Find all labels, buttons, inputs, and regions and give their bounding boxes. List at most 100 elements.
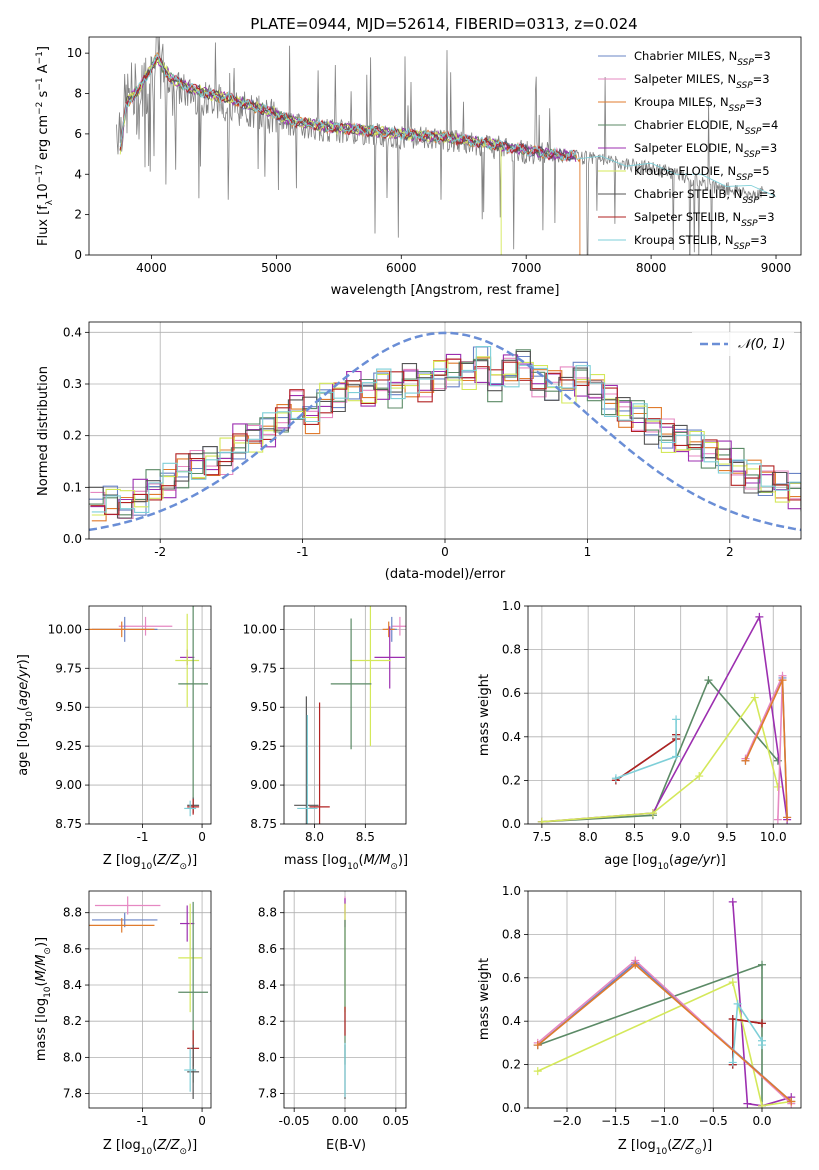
y-tick-label: 8 bbox=[74, 87, 82, 101]
y-tick-label: 8.75 bbox=[250, 817, 277, 831]
y-tick-label: 0.8 bbox=[502, 643, 521, 657]
y-tick-label: 0.8 bbox=[502, 927, 521, 941]
y-tick-label: 8.75 bbox=[55, 817, 82, 831]
y-tick-label: 1.0 bbox=[502, 599, 521, 613]
plot-area bbox=[89, 606, 209, 817]
x-tick-label: −2.0 bbox=[552, 1114, 581, 1128]
mass-weight-marker bbox=[533, 1041, 542, 1050]
y-axis-label: Flux [fλ10−17 erg cm−2 s−1 A−1] bbox=[35, 46, 55, 246]
model-spectrum-line bbox=[119, 56, 577, 163]
mass-weight-marker bbox=[631, 960, 640, 969]
y-tick-label: 6 bbox=[74, 127, 82, 141]
y-tick-label: 0.3 bbox=[63, 377, 82, 391]
x-axis-label: wavelength [Angstrom, rest frame] bbox=[331, 283, 560, 298]
mass-weight-marker bbox=[778, 676, 787, 685]
x-tick-label: 0 bbox=[441, 545, 449, 559]
mass-weight-line bbox=[732, 901, 792, 1107]
y-tick-label: 8.8 bbox=[63, 906, 82, 920]
mass-weight-marker bbox=[758, 960, 766, 969]
model-spectrum-line bbox=[119, 52, 581, 255]
mass-weight-marker bbox=[611, 774, 620, 783]
axes-frame bbox=[88, 890, 212, 1109]
model-spectrum-line bbox=[119, 53, 577, 161]
mass-weight-line bbox=[541, 678, 779, 823]
mass-weight-marker bbox=[787, 1097, 796, 1106]
y-tick-label: 4 bbox=[74, 167, 82, 181]
y-axis-label: age [log10(age/yr)] bbox=[16, 654, 35, 776]
residual-histogram-step bbox=[89, 350, 801, 519]
y-tick-label: 7.8 bbox=[258, 1087, 277, 1101]
y-tick-label: 7.8 bbox=[63, 1087, 82, 1101]
x-tick-label: −1.5 bbox=[601, 1114, 630, 1128]
x-tick-label: 7000 bbox=[511, 261, 542, 275]
mass-weight-marker bbox=[728, 978, 737, 987]
x-tick-label: 4000 bbox=[136, 261, 167, 275]
x-axis-label: Z [log10(Z/Z⊙)] bbox=[103, 853, 197, 872]
y-axis-label: mass [log10(M/M⊙)] bbox=[34, 937, 53, 1061]
axes-frame bbox=[283, 890, 407, 1109]
legend-entry: Salpeter STELIB, NSSP=3 bbox=[634, 210, 775, 229]
y-tick-label: 10 bbox=[67, 46, 82, 60]
legend-entry: Chabrier STELIB, NSSP=3 bbox=[634, 187, 776, 206]
y-tick-label: 1.0 bbox=[502, 884, 521, 898]
x-tick-label: -1 bbox=[297, 545, 309, 559]
residuals-panel: -2 -1 0 1 2 0.0 0.1 0.2 0.3 0.4 𝒩(0, 1) (data-model… bbox=[36, 321, 802, 582]
y-tick-label: 8.0 bbox=[63, 1050, 82, 1064]
residual-histogram-step bbox=[89, 349, 801, 516]
legend-entry: Chabrier MILES, NSSP=3 bbox=[634, 49, 771, 68]
mass-weight-line bbox=[541, 614, 788, 823]
x-tick-label: 9000 bbox=[761, 261, 792, 275]
model-spectrum-line bbox=[119, 56, 577, 162]
y-tick-label: 8.6 bbox=[258, 942, 277, 956]
x-tick-label: -1 bbox=[137, 1114, 149, 1128]
mass-weight-line bbox=[615, 719, 677, 779]
mass-weight-marker bbox=[728, 1058, 737, 1067]
plot-area bbox=[89, 331, 801, 532]
y-tick-label: 9.75 bbox=[55, 661, 82, 675]
mass-weight-marker bbox=[741, 756, 750, 765]
mass-weight-marker bbox=[672, 752, 681, 761]
x-axis-label: Z [log10(Z/Z⊙)] bbox=[103, 1138, 197, 1157]
x-tick-label: -0.05 bbox=[279, 1114, 310, 1128]
x-tick-label: 0.0 bbox=[752, 1114, 771, 1128]
y-tick-label: 0.0 bbox=[502, 1101, 521, 1115]
x-axis-label: mass [log10(M/M⊙)] bbox=[284, 853, 408, 872]
y-tick-label: 8.4 bbox=[258, 978, 277, 992]
x-axis-label: Z [log10(Z/Z⊙)] bbox=[618, 1138, 712, 1157]
mass-vs-ebv-panel: -0.05 0.00 0.05 7.8 8.0 8.2 8.4 8.6 8.8 E(B-V) bbox=[258, 890, 409, 1153]
residual-histogram-step bbox=[91, 356, 801, 516]
age-vs-mass-panel: 8.0 8.5 8.75 9.00 9.25 9.50 9.75 10.00 mass [log… bbox=[243, 605, 408, 872]
weight-vs-age-panel: 7.5 8.0 8.5 9.0 9.5 10.0 0.0 0.2 0.4 0.6 0.8 1.0 age… bbox=[477, 599, 802, 872]
legend-entry: Salpeter ELODIE, NSSP=3 bbox=[634, 141, 777, 160]
axes-frame bbox=[527, 605, 802, 825]
x-tick-label: 0.00 bbox=[332, 1114, 359, 1128]
x-tick-label: 0 bbox=[198, 830, 206, 844]
mass-weight-marker bbox=[755, 612, 764, 621]
mass-weight-marker bbox=[750, 693, 759, 702]
figure-title: PLATE=0944, MJD=52614, FIBERID=0313, z=0… bbox=[250, 15, 637, 33]
residual-histogram-step bbox=[91, 346, 801, 513]
y-tick-label: 0.0 bbox=[63, 532, 82, 546]
mass-weight-marker bbox=[758, 1019, 766, 1028]
y-tick-label: 0.1 bbox=[63, 480, 82, 494]
y-tick-label: 0.2 bbox=[502, 773, 521, 787]
x-tick-label: 8.0 bbox=[305, 830, 324, 844]
mass-weight-marker bbox=[758, 1101, 766, 1108]
x-tick-label: -2 bbox=[154, 545, 166, 559]
x-tick-label: 8.0 bbox=[579, 830, 598, 844]
plot-area bbox=[294, 606, 406, 824]
y-tick-label: 8.8 bbox=[258, 906, 277, 920]
mass-vs-metallicity-panel: -1 0 7.8 8.0 8.2 8.4 8.6 8.8 Z [log10(Z/Z⊙)] mass… bbox=[34, 890, 212, 1157]
y-tick-label: 0.2 bbox=[502, 1058, 521, 1072]
y-tick-label: 2 bbox=[74, 208, 82, 222]
stelib-extension-line bbox=[576, 155, 777, 197]
y-tick-label: 0.6 bbox=[502, 686, 521, 700]
mass-weight-marker bbox=[537, 817, 546, 824]
normal-reference-curve bbox=[89, 331, 801, 532]
y-tick-label: 9.50 bbox=[55, 700, 82, 714]
y-tick-label: 9.00 bbox=[55, 778, 82, 792]
y-tick-label: 0.4 bbox=[63, 325, 82, 339]
legend-entry: Salpeter MILES, NSSP=3 bbox=[634, 72, 770, 91]
x-axis-label: age [log10(age/yr)] bbox=[604, 853, 726, 872]
age-vs-metallicity-panel: -1 0 8.75 9.00 9.25 9.50 9.75 10.00 Z [log10(Z/Z… bbox=[16, 605, 212, 872]
